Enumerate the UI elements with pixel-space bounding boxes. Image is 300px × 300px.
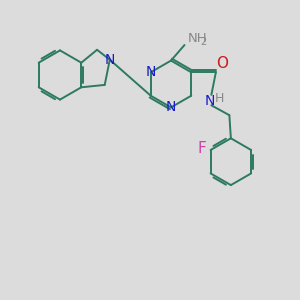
Text: N: N (205, 94, 215, 108)
Text: NH: NH (188, 32, 208, 45)
Text: H: H (215, 92, 224, 106)
Text: O: O (217, 56, 229, 71)
Text: F: F (197, 141, 206, 156)
Text: N: N (146, 65, 156, 79)
Text: N: N (166, 100, 176, 114)
Text: 2: 2 (200, 37, 207, 47)
Text: N: N (105, 53, 115, 67)
